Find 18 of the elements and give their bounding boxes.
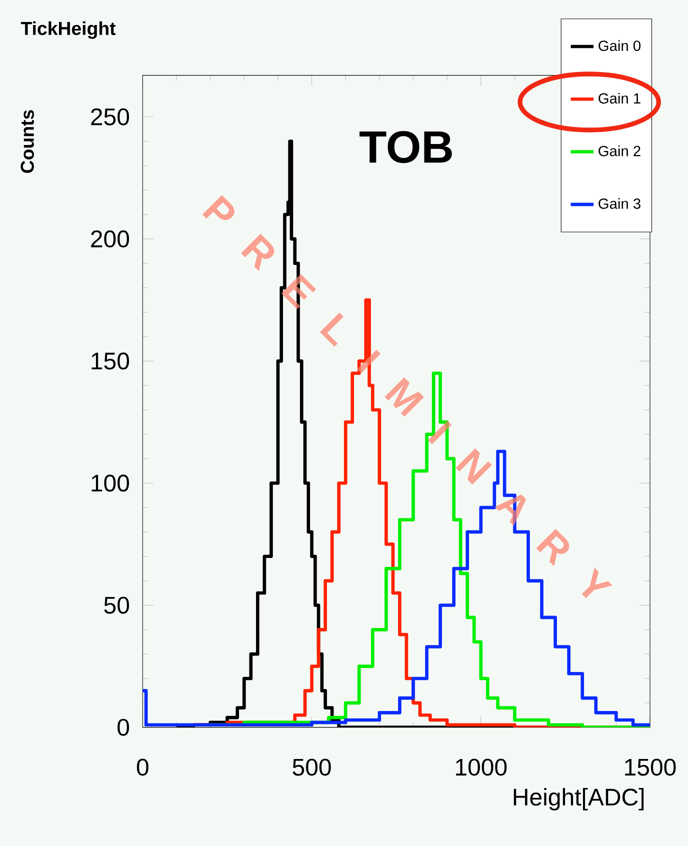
y-tick-label: 0	[118, 718, 130, 736]
legend-label: Gain 2	[598, 145, 640, 156]
x-tick-label: 0	[136, 758, 148, 776]
x-tick-label: 1500	[625, 758, 676, 776]
y-tick-label: 200	[91, 230, 130, 248]
x-tick-label: 500	[292, 758, 331, 776]
legend-label: Gain 3	[598, 198, 640, 209]
y-axis-title: Counts	[20, 110, 34, 173]
y-tick-label: 50	[104, 596, 130, 614]
legend-label: Gain 0	[598, 40, 640, 51]
legend-label: Gain 1	[598, 92, 640, 104]
chart-title: TickHeight	[20, 21, 116, 39]
x-tick-label: 1000	[456, 758, 507, 776]
annotation: TOB	[360, 130, 452, 164]
y-tick-label: 250	[91, 108, 130, 126]
x-axis-title: Height[ADC]	[514, 788, 644, 810]
y-tick-label: 150	[92, 352, 130, 370]
y-tick-label: 100	[92, 474, 130, 492]
